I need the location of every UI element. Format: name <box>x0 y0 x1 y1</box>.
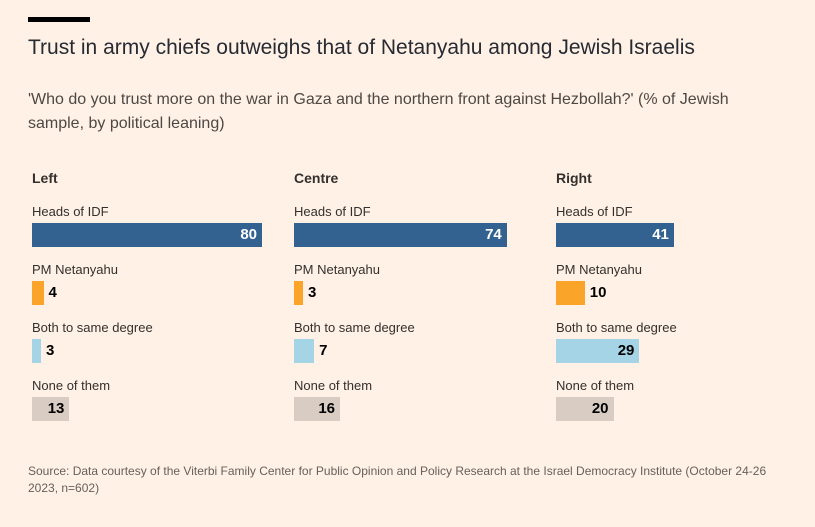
category-label: PM Netanyahu <box>556 262 642 277</box>
chart-title: Trust in army chiefs outweighs that of N… <box>28 36 695 59</box>
data-label: 80 <box>240 226 257 243</box>
category-label: Heads of IDF <box>294 204 371 219</box>
data-label: 3 <box>308 284 317 301</box>
source-note: Source: Data courtesy of the Viterbi Fam… <box>28 464 767 495</box>
category-label: PM Netanyahu <box>294 262 380 277</box>
panel-left: Left Heads of IDF 80 PM Netanyahu 4 Both to s… <box>32 170 272 430</box>
bar-pm-netanyahu <box>556 281 585 305</box>
category-label: PM Netanyahu <box>32 262 118 277</box>
bar-pm-netanyahu <box>294 281 303 305</box>
category-label: Both to same degree <box>32 320 153 335</box>
data-label: 20 <box>591 400 609 417</box>
category-label: None of them <box>556 378 635 393</box>
category-label: Heads of IDF <box>32 204 109 219</box>
panel-right: Right Heads of IDF 41 PM Netanyahu 10 Both to… <box>556 170 796 430</box>
panel-title: Right <box>556 170 592 186</box>
data-label: 16 <box>318 400 335 417</box>
bar-none-of-them <box>556 397 614 421</box>
bar-pm-netanyahu <box>32 281 44 305</box>
data-label: 13 <box>47 400 65 417</box>
data-label: 3 <box>46 342 55 359</box>
bar-none-of-them <box>32 397 70 421</box>
data-label: 7 <box>319 342 328 359</box>
bar-none-of-them <box>294 397 340 421</box>
bar-heads-of-idf <box>32 223 262 247</box>
category-label: None of them <box>294 378 373 393</box>
chart-subtitle: 'Who do you trust more on the war in Gaz… <box>28 91 729 132</box>
header-accent-bar <box>28 17 90 22</box>
panel-title: Centre <box>294 170 339 186</box>
panel-centre: Centre Heads of IDF 74 PM Netanyahu 3 Both to… <box>294 170 534 430</box>
data-label: 41 <box>652 226 669 243</box>
category-label: Both to same degree <box>294 320 415 335</box>
data-label: 10 <box>589 284 607 301</box>
bar-both-to-same-degree <box>32 339 41 363</box>
panel-title: Left <box>32 170 58 186</box>
data-label: 4 <box>48 284 57 301</box>
data-label: 74 <box>485 226 502 243</box>
bar-heads-of-idf <box>294 223 507 247</box>
data-label: 29 <box>617 342 635 359</box>
category-label: Both to same degree <box>556 320 677 335</box>
category-label: None of them <box>32 378 111 393</box>
bar-heads-of-idf <box>556 223 674 247</box>
bar-both-to-same-degree <box>556 339 640 363</box>
category-label: Heads of IDF <box>556 204 633 219</box>
bar-both-to-same-degree <box>294 339 315 363</box>
